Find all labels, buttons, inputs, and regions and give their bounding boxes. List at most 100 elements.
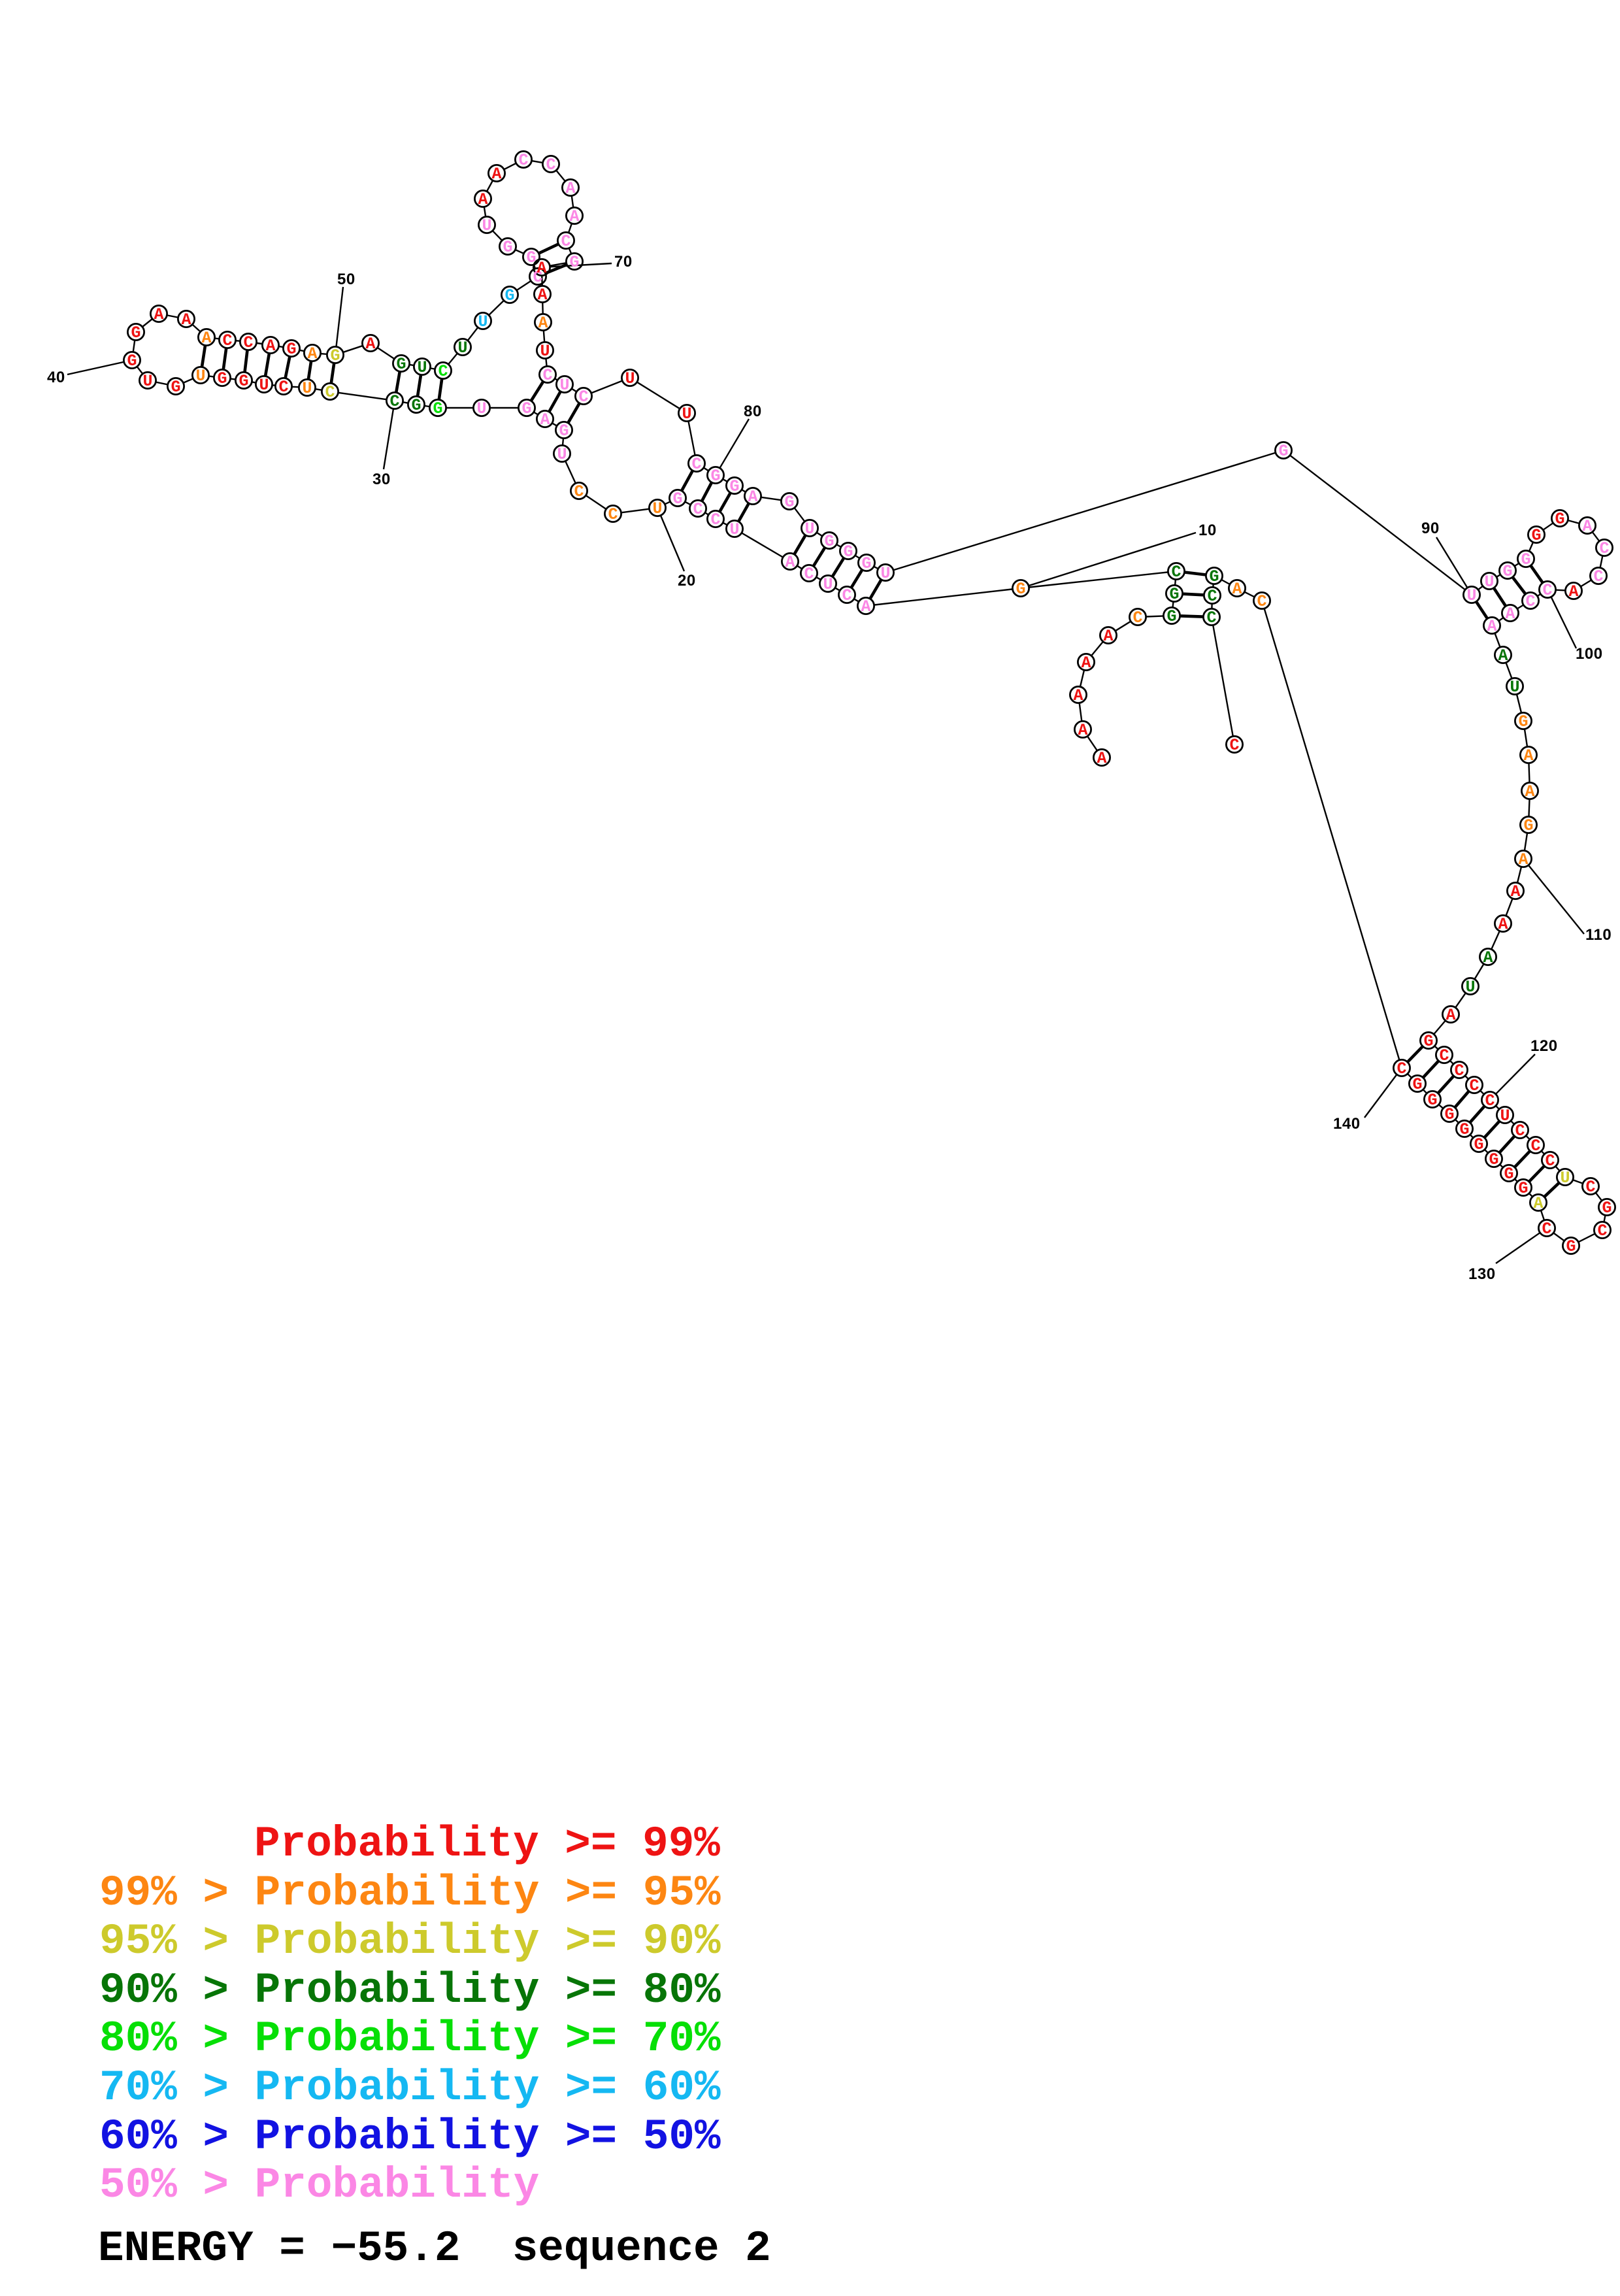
svg-text:U: U — [1484, 573, 1494, 591]
svg-text:A: A — [565, 179, 575, 198]
svg-text:C: C — [691, 455, 701, 474]
svg-text:80% > Probability >= 70%: 80% > Probability >= 70% — [99, 2014, 721, 2063]
svg-text:C: C — [1257, 592, 1266, 611]
svg-text:C: C — [518, 151, 528, 170]
svg-text:U: U — [540, 342, 550, 361]
svg-text:C: C — [1206, 608, 1216, 627]
svg-text:U: U — [1560, 1169, 1570, 1188]
svg-text:A: A — [1498, 915, 1508, 934]
svg-text:A: A — [1523, 746, 1533, 765]
svg-text:U: U — [476, 399, 486, 418]
svg-text:C: C — [1132, 608, 1142, 627]
svg-text:C: C — [1515, 1122, 1525, 1140]
svg-text:A: A — [201, 329, 211, 348]
svg-text:U: U — [804, 520, 814, 539]
svg-text:G: G — [1502, 562, 1512, 581]
svg-text:U: U — [195, 367, 205, 386]
svg-text:U: U — [142, 372, 152, 391]
svg-text:C: C — [1397, 1059, 1406, 1078]
svg-text:A: A — [1505, 605, 1515, 624]
svg-text:U: U — [302, 379, 312, 398]
svg-text:A: A — [1582, 517, 1592, 536]
svg-text:G: G — [1412, 1075, 1422, 1094]
svg-text:A: A — [1518, 850, 1528, 869]
svg-text:A: A — [1533, 1194, 1543, 1213]
svg-text:C: C — [243, 333, 253, 352]
svg-text:G: G — [1518, 712, 1528, 731]
svg-text:50: 50 — [337, 271, 355, 288]
svg-text:C: C — [1545, 1152, 1555, 1171]
svg-text:C: C — [693, 500, 703, 519]
svg-text:G: G — [1169, 585, 1179, 604]
svg-text:A: A — [1483, 948, 1493, 967]
svg-text:U: U — [823, 575, 833, 594]
svg-text:C: C — [1597, 1222, 1607, 1240]
svg-text:60% > Probability >= 50%: 60% > Probability >= 50% — [99, 2112, 721, 2161]
svg-text:A: A — [1081, 654, 1091, 673]
svg-text:30: 30 — [372, 471, 391, 488]
svg-text:C: C — [804, 565, 814, 584]
svg-text:C: C — [1542, 1220, 1551, 1239]
svg-text:G: G — [1427, 1091, 1437, 1110]
svg-text:C: C — [1530, 1137, 1540, 1156]
svg-text:A: A — [181, 310, 191, 329]
svg-text:U: U — [482, 216, 491, 235]
svg-text:C: C — [1485, 1091, 1495, 1110]
svg-text:G: G — [1521, 550, 1530, 569]
svg-text:G: G — [1016, 580, 1025, 599]
svg-text:C: C — [1439, 1046, 1449, 1065]
svg-text:C: C — [1593, 567, 1603, 586]
svg-text:C: C — [561, 232, 570, 251]
svg-text:70% > Probability >= 60%: 70% > Probability >= 60% — [99, 2063, 721, 2112]
svg-text:G: G — [1602, 1199, 1612, 1218]
svg-text:A: A — [540, 410, 550, 429]
svg-text:99% > Probability >= 95%: 99% > Probability >= 95% — [99, 1869, 721, 1918]
svg-text:20: 20 — [678, 572, 696, 590]
svg-text:A: A — [1510, 882, 1520, 901]
svg-text:U: U — [478, 312, 488, 331]
svg-text:G: G — [1523, 816, 1533, 835]
svg-text:120: 120 — [1530, 1037, 1558, 1055]
svg-text:G: G — [330, 346, 340, 365]
svg-text:C: C — [1171, 563, 1181, 582]
svg-text:G: G — [843, 542, 853, 561]
svg-text:A: A — [537, 259, 546, 278]
svg-text:A: A — [1078, 721, 1087, 740]
svg-text:A: A — [154, 305, 163, 324]
svg-text:A: A — [365, 335, 375, 354]
svg-text:C: C — [278, 378, 288, 397]
svg-text:G: G — [569, 253, 579, 272]
svg-text:C: C — [710, 510, 720, 529]
svg-text:A: A — [1487, 617, 1496, 636]
svg-text:G: G — [526, 248, 536, 267]
svg-text:A: A — [1097, 749, 1106, 768]
svg-text:100: 100 — [1576, 645, 1603, 663]
svg-text:U: U — [1465, 978, 1475, 997]
svg-text:G: G — [1504, 1165, 1513, 1184]
svg-text:A: A — [1525, 782, 1534, 801]
svg-text:G: G — [861, 554, 871, 573]
svg-text:C: C — [608, 505, 618, 524]
svg-text:G: G — [396, 355, 406, 374]
svg-text:G: G — [239, 372, 248, 391]
svg-text:G: G — [729, 477, 739, 496]
svg-text:A: A — [748, 488, 757, 507]
svg-text:A: A — [1073, 686, 1083, 705]
svg-text:C: C — [222, 331, 232, 350]
svg-text:G: G — [411, 396, 421, 415]
svg-text:A: A — [307, 344, 317, 363]
svg-text:A: A — [1498, 646, 1508, 665]
svg-text:G: G — [1531, 526, 1541, 545]
svg-text:U: U — [625, 369, 635, 388]
svg-text:A: A — [538, 314, 548, 333]
svg-text:G: G — [1566, 1237, 1576, 1256]
svg-text:G: G — [784, 493, 794, 512]
svg-text:A: A — [1568, 582, 1578, 601]
svg-text:U: U — [880, 564, 890, 583]
svg-text:70: 70 — [614, 253, 633, 271]
svg-text:G: G — [131, 324, 141, 342]
svg-text:A: A — [478, 190, 488, 209]
svg-text:C: C — [542, 366, 552, 385]
svg-text:G: G — [1166, 607, 1176, 626]
svg-text:C: C — [438, 362, 448, 381]
